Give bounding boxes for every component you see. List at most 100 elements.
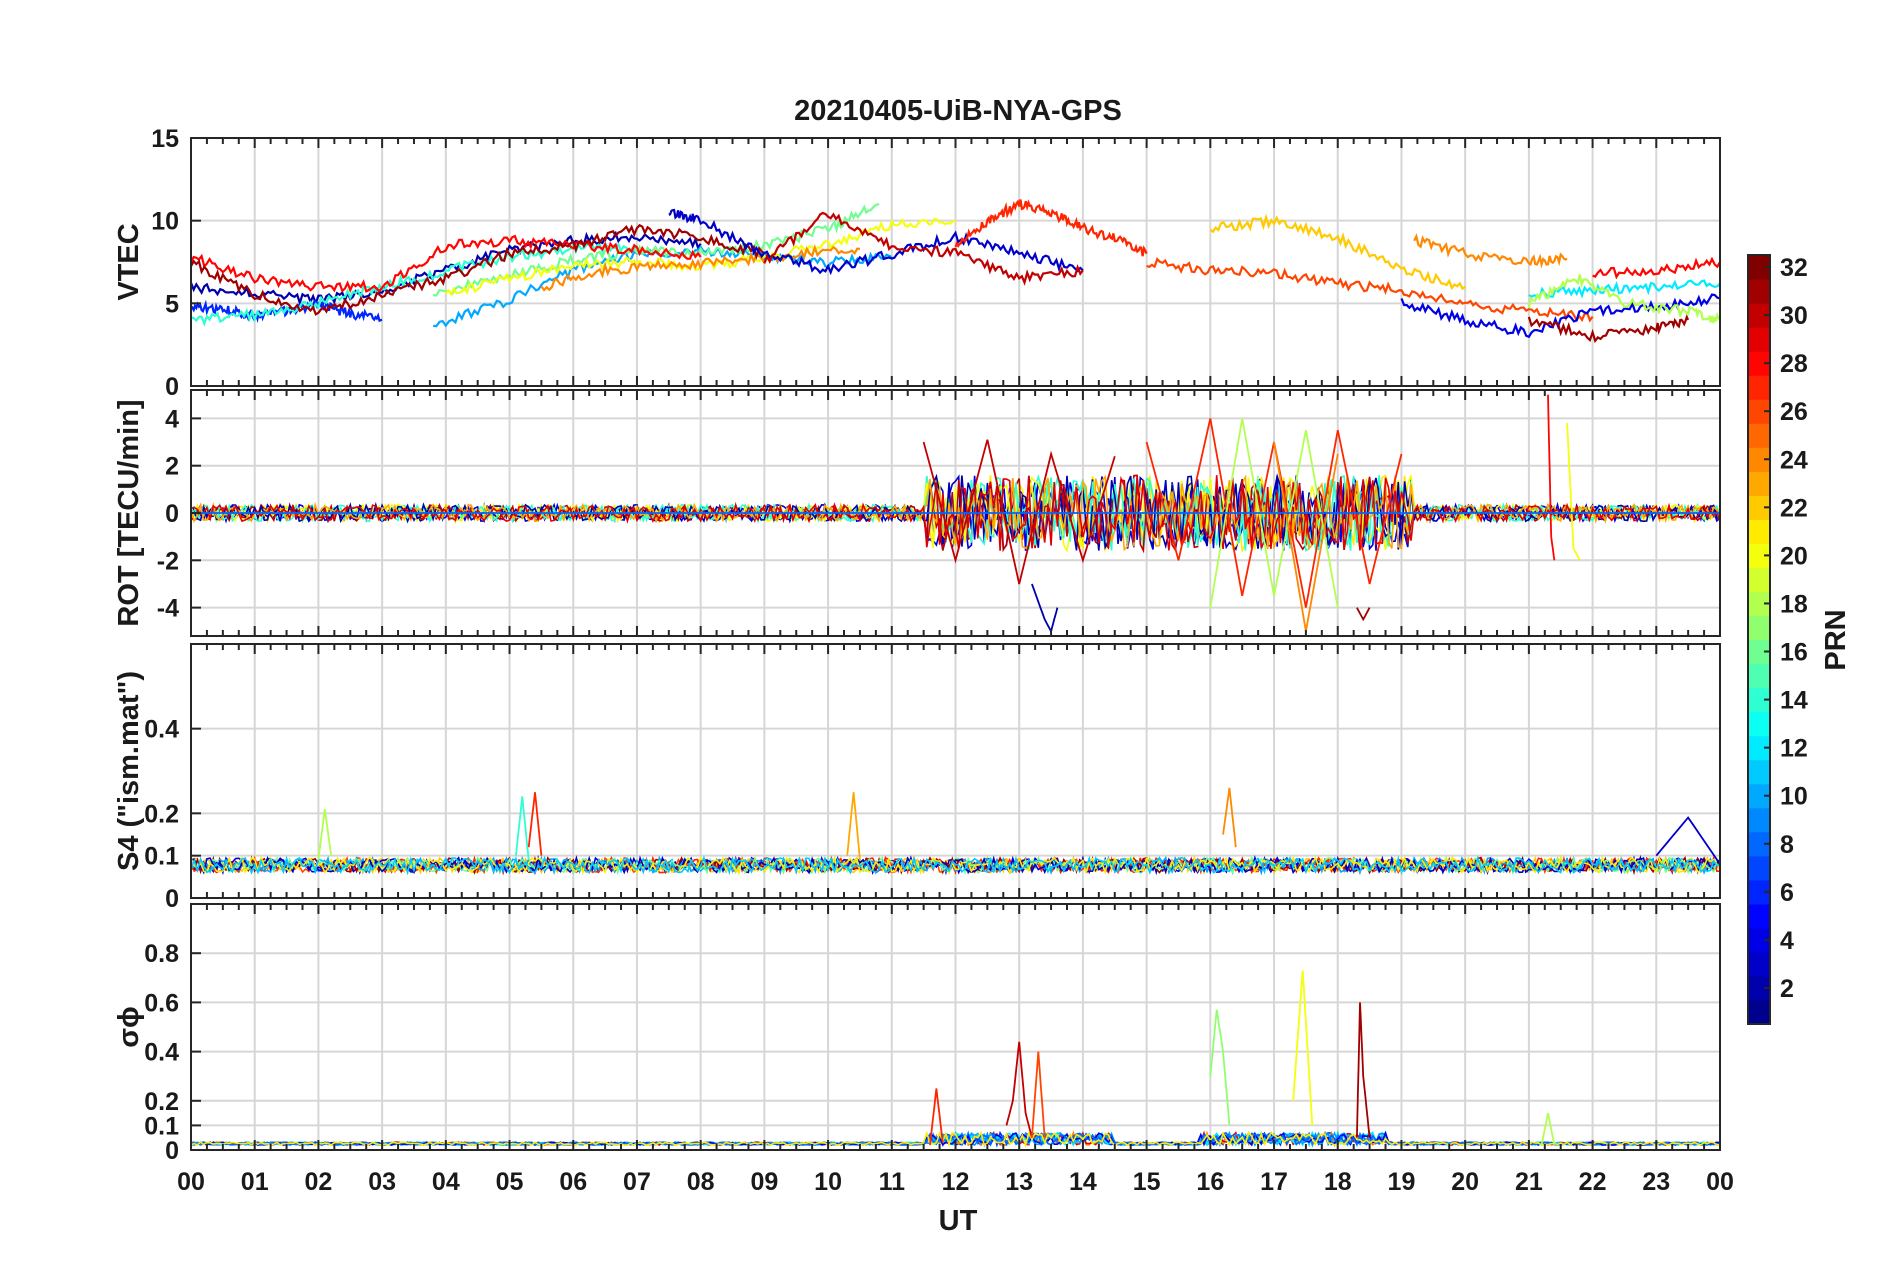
colorbar-tick-label: 8 — [1780, 831, 1794, 859]
x-tick-label: 00 — [1706, 1168, 1734, 1196]
colorbar-swatch — [1748, 615, 1770, 641]
colorbar-swatch — [1748, 711, 1770, 737]
colorbar-swatch — [1748, 951, 1770, 977]
series-line-prn-31 — [1527, 314, 1690, 344]
colorbar-swatch — [1748, 759, 1770, 785]
x-axis-label: UT — [939, 1205, 978, 1237]
noise-trace-prn-23 — [191, 474, 1720, 552]
colorbar-tick-label: 12 — [1780, 735, 1808, 763]
series-line-prn-23 — [846, 792, 861, 860]
series-line-prn-20 — [1566, 423, 1581, 561]
colorbar-swatch — [1748, 471, 1770, 496]
y-tick-label: 0.2 — [144, 1088, 179, 1116]
chart-title: 20210405-UiB-NYA-GPS — [794, 95, 1122, 127]
series-line-prn-2 — [191, 230, 702, 307]
colorbar-swatch — [1748, 807, 1770, 833]
x-tick-label: 11 — [879, 1168, 906, 1196]
x-tick-label: 10 — [814, 1168, 842, 1196]
y-tick-label: 0.1 — [144, 1112, 179, 1140]
x-tick-label: 04 — [432, 1168, 460, 1196]
series-line-prn-18 — [317, 808, 333, 861]
colorbar: 32 30 28 26 24 22 20 18 16 14 12 10 8 6 4 2 — [1747, 254, 1808, 1025]
y-tick-label: -4 — [157, 595, 179, 623]
series-line-prn-27 — [929, 1088, 944, 1146]
series-line-prn-31 — [191, 223, 766, 316]
series-line-prn-18 — [1209, 418, 1339, 608]
colorbar-swatch — [1748, 663, 1770, 689]
series-line-prn-24 — [1222, 787, 1237, 848]
x-tick-label: 05 — [496, 1168, 524, 1196]
colorbar-tick-label: 30 — [1780, 302, 1808, 330]
colorbar-swatch — [1748, 975, 1770, 1001]
series-line-prn-27 — [527, 792, 543, 856]
y-tick-label: 0.8 — [144, 940, 179, 968]
series-line-prn-3 — [668, 208, 1084, 276]
series-line-prn-28 — [191, 234, 702, 294]
series-line-prn-26 — [1031, 1051, 1046, 1138]
colorbar-swatch — [1748, 999, 1770, 1025]
colorbar-tick-label: 24 — [1780, 446, 1808, 474]
x-tick-label: 16 — [1196, 1168, 1224, 1196]
y-tick-label: 4 — [165, 405, 179, 433]
series-line-prn-30 — [1005, 1041, 1033, 1138]
colorbar-swatch — [1748, 351, 1770, 376]
colorbar-swatch — [1748, 879, 1770, 905]
colorbar-tick-label: 10 — [1780, 783, 1808, 811]
colorbar-swatch — [1748, 327, 1770, 352]
colorbar-swatch — [1748, 279, 1770, 304]
y-axis-label: S4 ("ism.mat") — [113, 671, 145, 871]
colorbar-tick-label: 4 — [1780, 927, 1794, 955]
series-line-prn-18 — [1527, 274, 1720, 324]
series-line-prn-27 — [954, 199, 1148, 257]
colorbar-swatch — [1748, 375, 1770, 400]
y-tick-label: 0.2 — [144, 800, 179, 828]
x-tick-label: 08 — [687, 1168, 715, 1196]
series-line-prn-20 — [1292, 970, 1314, 1126]
y-tick-label: 0 — [165, 885, 179, 913]
noise-trace-prn-29 — [191, 475, 1720, 551]
x-tick-label: 19 — [1388, 1168, 1416, 1196]
colorbar-tick-label: 14 — [1780, 687, 1808, 715]
series-line-prn-2 — [1031, 583, 1059, 634]
colorbar-tick-label: 2 — [1780, 975, 1794, 1003]
x-tick-label: 07 — [623, 1168, 651, 1196]
x-tick-label: 15 — [1133, 1168, 1161, 1196]
series-line-prn-31 — [1356, 607, 1371, 622]
series-line-prn-24 — [540, 244, 860, 292]
series-line-prn-30 — [763, 211, 1084, 286]
y-tick-label: 2 — [165, 453, 179, 481]
x-tick-label: 17 — [1260, 1168, 1288, 1196]
colorbar-frame — [1747, 254, 1771, 1025]
x-tick-label: 03 — [368, 1168, 396, 1196]
colorbar-swatch — [1748, 903, 1770, 929]
colorbar-swatch — [1748, 687, 1770, 713]
colorbar-swatch — [1748, 831, 1770, 857]
series-line-prn-26 — [1146, 257, 1594, 323]
colorbar-swatch — [1748, 927, 1770, 953]
colorbar-swatch — [1748, 303, 1770, 328]
series-line-prn-6 — [191, 299, 383, 324]
noise-trace-prn-16 — [191, 855, 1720, 876]
y-tick-label: 10 — [151, 208, 179, 236]
series-line-prn-28 — [1592, 256, 1720, 280]
x-tick-label: 20 — [1451, 1168, 1479, 1196]
y-axis-label: σϕ — [113, 1006, 145, 1048]
series-line-prn-16 — [432, 203, 880, 297]
x-tick-label: 21 — [1515, 1168, 1543, 1196]
colorbar-tick-label: 32 — [1780, 254, 1808, 282]
colorbar-swatch — [1748, 855, 1770, 881]
colorbar-tick-label: 20 — [1780, 542, 1808, 570]
y-tick-label: 0 — [165, 500, 179, 528]
y-tick-label: 0.4 — [144, 1039, 179, 1067]
colorbar-tick-label: 16 — [1780, 639, 1808, 667]
series-line-prn-31 — [1356, 1002, 1371, 1138]
x-tick-label: 23 — [1642, 1168, 1670, 1196]
colorbar-tick-label: 18 — [1780, 590, 1808, 618]
x-tick-label: 22 — [1579, 1168, 1607, 1196]
x-tick-label: 06 — [559, 1168, 587, 1196]
series-line-prn-22 — [1209, 213, 1466, 291]
series-line-prn-14 — [191, 241, 638, 327]
x-tick-label: 00 — [177, 1168, 205, 1196]
y-tick-label: -2 — [157, 547, 179, 575]
x-tick-label: 14 — [1069, 1168, 1097, 1196]
